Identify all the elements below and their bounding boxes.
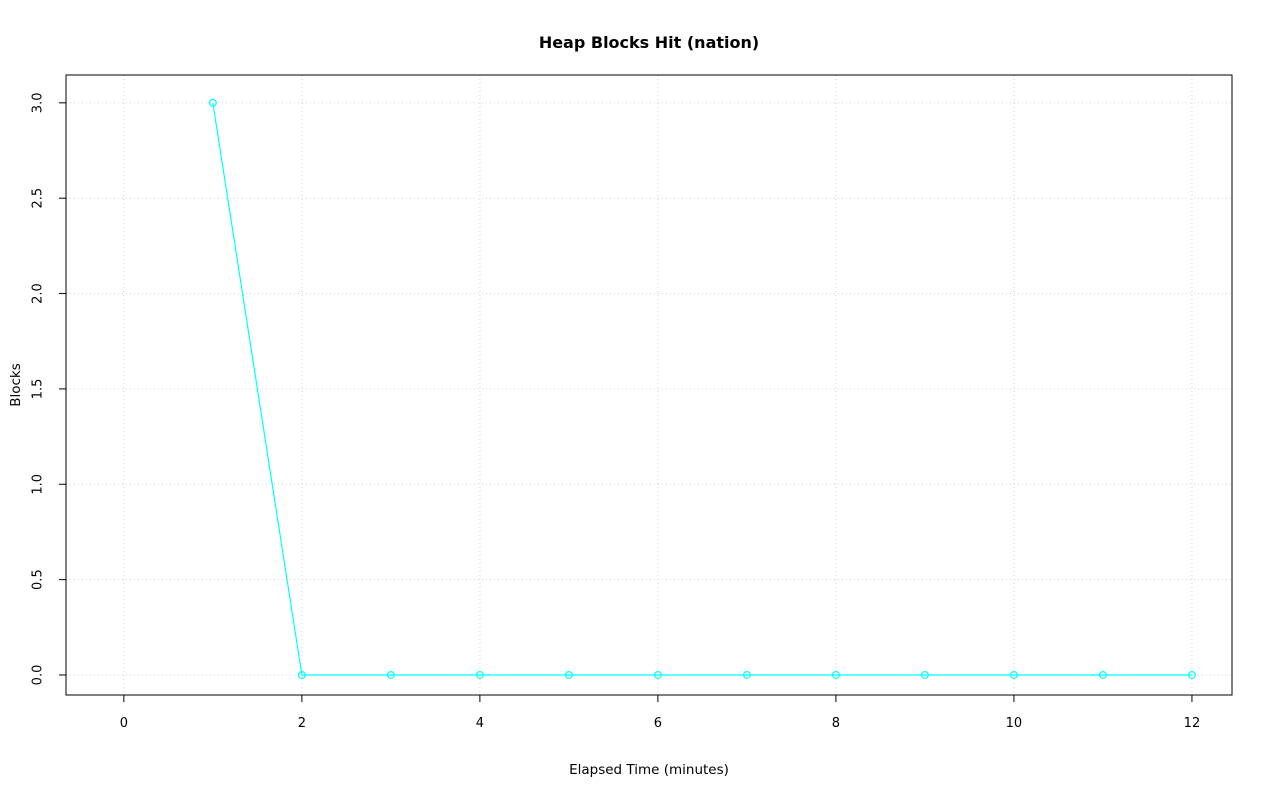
y-tick-label: 2.5 [31, 188, 46, 209]
data-point [1009, 670, 1018, 679]
plot-box [65, 74, 1233, 696]
data-point [742, 670, 751, 679]
data-point [297, 670, 306, 679]
y-tick-label: 1.0 [31, 474, 46, 495]
data-point [1187, 670, 1196, 679]
x-tick-label: 12 [1184, 716, 1201, 731]
x-tick-label: 2 [298, 716, 306, 731]
x-tick-label: 0 [120, 716, 128, 731]
data-point [653, 670, 662, 679]
x-tick-label: 8 [832, 716, 840, 731]
y-tick-label: 0.5 [31, 569, 46, 590]
data-point [475, 670, 484, 679]
y-axis-label: Blocks [8, 363, 24, 407]
y-tick-label: 3.0 [31, 92, 46, 113]
y-tick-label: 2.0 [31, 283, 46, 304]
x-tick-label: 10 [1006, 716, 1023, 731]
data-point [1098, 670, 1107, 679]
data-line [212, 102, 1192, 676]
x-tick-label: 6 [654, 716, 662, 731]
x-axis-label: Elapsed Time (minutes) [569, 762, 729, 778]
data-point [920, 670, 929, 679]
data-point [831, 670, 840, 679]
y-tick-label: 1.5 [31, 379, 46, 400]
chart-title: Heap Blocks Hit (nation) [538, 33, 760, 52]
data-point [208, 98, 217, 107]
x-tick-label: 4 [476, 716, 484, 731]
data-point [564, 670, 573, 679]
y-tick-label: 0.0 [31, 665, 46, 686]
data-point [386, 670, 395, 679]
